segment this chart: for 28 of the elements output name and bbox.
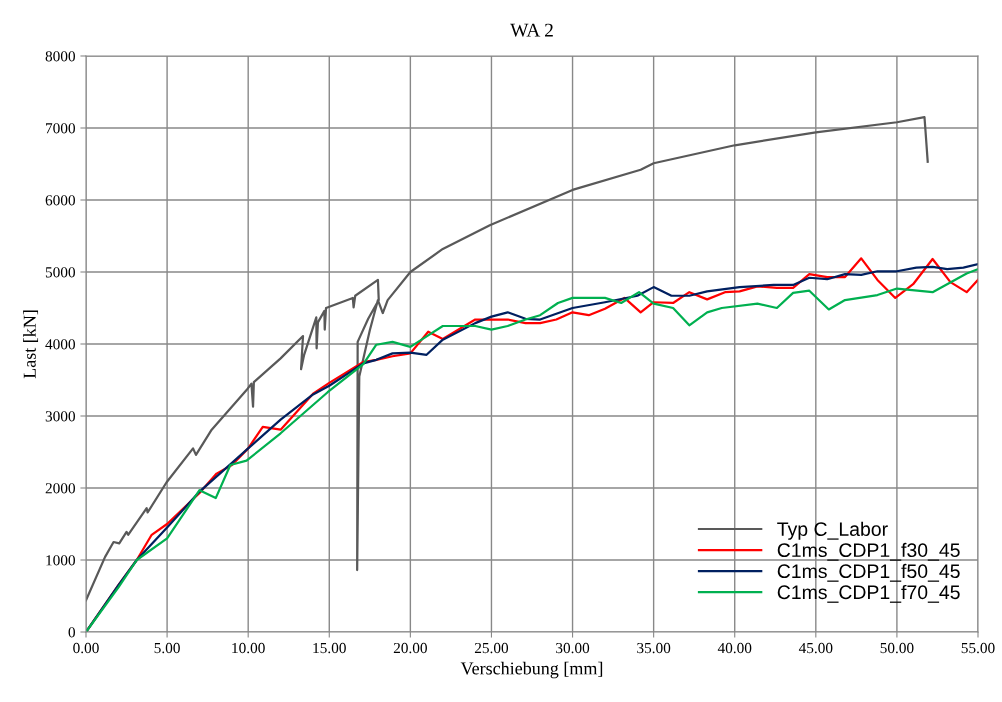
legend-label: C1ms_CDP1_f30_45 [777, 542, 960, 561]
y-tick-label: 6000 [45, 195, 75, 206]
chart-title: WA 2 [510, 23, 553, 37]
x-tick-label: 10.00 [232, 642, 265, 654]
x-tick-label: 35.00 [637, 642, 671, 654]
y-tick-label: 0 [68, 627, 75, 638]
x-tick-label: 5.00 [154, 642, 180, 654]
y-tick-label: 8000 [45, 51, 75, 62]
y-tick-label: 2000 [45, 483, 75, 494]
legend-label: C1ms_CDP1_f70_45 [777, 584, 960, 603]
y-tick-label: 5000 [45, 267, 75, 278]
x-tick-label: 0.00 [73, 642, 99, 654]
x-tick-label: 25.00 [474, 642, 509, 654]
y-tick-label: 7000 [46, 123, 75, 134]
x-tick-label: 30.00 [556, 642, 590, 654]
x-axis-title: Verschiebung [mm] [460, 661, 603, 679]
x-tick-label: 20.00 [393, 642, 427, 654]
legend-label: Typ C_Labor [777, 521, 888, 540]
y-axis-title: Last [kN] [23, 310, 39, 379]
legend-label: C1ms_CDP1_f50_45 [777, 563, 960, 582]
y-tick-label: 1000 [46, 555, 75, 566]
x-tick-label: 15.00 [313, 642, 346, 654]
x-tick-label: 55.00 [961, 642, 995, 654]
x-tick-label: 45.00 [798, 642, 833, 654]
y-tick-label: 4000 [45, 339, 75, 350]
x-tick-label: 50.00 [880, 642, 914, 654]
x-tick-label: 40.00 [717, 642, 752, 654]
y-tick-label: 3000 [45, 411, 75, 422]
